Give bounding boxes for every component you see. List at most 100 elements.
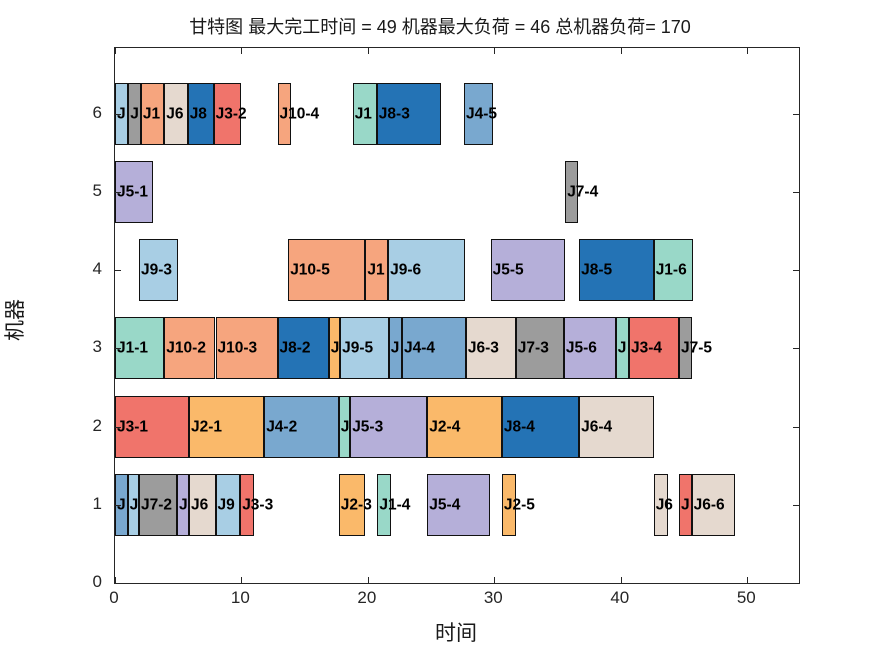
- gantt-bar-j6-m3: J6-3: [465, 317, 516, 380]
- x-tick-mark: [747, 577, 749, 583]
- bar-label: J5-1: [117, 183, 149, 201]
- x-tick-mark: [241, 577, 243, 583]
- bar-label: J7-3: [517, 339, 549, 357]
- y-tick-mark: [793, 348, 799, 350]
- y-tick-label: 1: [92, 493, 102, 513]
- bar-label: J9-5: [342, 339, 374, 357]
- gantt-bar-j4-m2: J4-2: [264, 395, 339, 458]
- bar-label: J6: [655, 496, 673, 514]
- bar-label: J8: [189, 105, 207, 123]
- x-tick-mark: [620, 577, 622, 583]
- gantt-bar-j4-m6: J4-5: [464, 82, 497, 145]
- x-tick-label: 50: [736, 588, 756, 607]
- gantt-bar-j7-m6: J: [128, 82, 141, 145]
- x-tick-label: 30: [483, 588, 503, 607]
- gantt-bar-j8-m6: J8: [187, 82, 214, 145]
- bar-label: J2-1: [191, 417, 223, 435]
- x-tick-mark: [620, 48, 622, 54]
- y-tick-mark: [793, 113, 799, 115]
- bar-label: J10-2: [166, 339, 206, 357]
- bar-label: J1: [142, 105, 161, 123]
- gantt-bar-j5-m3: J5-6: [563, 317, 616, 380]
- gantt-bar-j10-m6: J10-4: [277, 82, 319, 145]
- gantt-bar-j2-m2: J2-4: [427, 395, 502, 458]
- bar-label: J: [117, 496, 126, 514]
- bar-label: J8-3: [378, 105, 410, 123]
- bar-label: J: [330, 339, 340, 357]
- bar-label: J5-3: [352, 417, 384, 435]
- gantt-bar-j1-m6: J1: [352, 82, 377, 145]
- gantt-bar-j2-m1: J2-5: [501, 473, 535, 536]
- bar-label: J3-3: [242, 496, 274, 514]
- x-tick-label: 0: [109, 588, 119, 607]
- bar-label: J2-4: [429, 417, 461, 435]
- gantt-bar-j1-m3: J1-1: [115, 317, 165, 380]
- gantt-bar-j5-m5: J5-1: [115, 161, 153, 223]
- bar-label: J3-1: [117, 417, 149, 435]
- x-tick-mark: [367, 48, 369, 54]
- x-tick-mark: [367, 577, 369, 583]
- bar-label: J: [117, 105, 126, 123]
- bar-label: J1: [367, 261, 385, 279]
- gantt-bar-j9-m4: J9-3: [139, 239, 179, 302]
- y-tick-mark: [115, 504, 121, 506]
- plot-area: J J J1 J6 J8 J3-2 J10-4 J1 J8-3 J4-5 J5-1 J7-4 J9-3 J…: [114, 47, 800, 584]
- gantt-bar-j4-m3: J: [388, 317, 403, 380]
- y-tick-label: 6: [92, 102, 102, 122]
- gantt-bar-j10-m3: J10-2: [164, 317, 216, 380]
- bar-label: J: [340, 417, 350, 435]
- x-tick-mark: [494, 577, 496, 583]
- gantt-bar-j2-m1: J2-3: [338, 473, 372, 536]
- bar-label: J4-2: [266, 417, 298, 435]
- y-tick-mark: [115, 348, 121, 350]
- bar-label: J: [390, 339, 400, 357]
- bar-label: J3-4: [631, 339, 663, 357]
- gantt-bar-j8-m4: J8-5: [579, 239, 654, 302]
- gantt-bar-j9-m1: J9: [215, 473, 241, 536]
- bar-label: J7-4: [567, 183, 599, 201]
- bar-label: J5-4: [429, 496, 461, 514]
- gantt-bar-j5-m1: J: [177, 473, 189, 536]
- bar-label: J3-2: [215, 105, 247, 123]
- gantt-bar-j6-m6: J6: [164, 82, 188, 145]
- y-tick-mark: [115, 270, 121, 272]
- bar-label: J7-2: [141, 496, 173, 514]
- bar-label: J8-4: [503, 417, 535, 435]
- bar-label: J: [179, 496, 188, 514]
- gantt-bar-j5-m4: J5-5: [490, 239, 566, 302]
- gantt-bar-j1-m4: J1-6: [653, 239, 693, 302]
- gantt-bar-j10-m4: J10-5: [288, 239, 366, 302]
- bar-label: J6-4: [581, 417, 613, 435]
- gantt-bar-j3-m1: J3-3: [240, 473, 273, 536]
- y-tick-mark: [793, 192, 799, 193]
- gantt-bar-j2-m3: J: [328, 317, 341, 380]
- x-tick-mark: [747, 48, 749, 54]
- gantt-bar-j7-m3: J7-5: [679, 317, 712, 380]
- chart-title: 甘特图 最大完工时间 = 49 机器最大负荷 = 46 总机器负荷= 170: [189, 17, 691, 37]
- bar-label: J2-5: [503, 496, 535, 514]
- gantt-bar-j7-m1: J7-2: [139, 473, 177, 536]
- gantt-bar-j6-m2: J6-4: [579, 395, 654, 458]
- y-tick-label: 4: [92, 259, 102, 279]
- gantt-bar-j8-m6: J8-3: [376, 82, 441, 145]
- x-axis-label: 时间: [435, 622, 477, 645]
- y-tick-label: 2: [92, 415, 102, 435]
- gantt-bar-j10-m4: J1: [365, 239, 389, 302]
- bar-label: J9-3: [141, 261, 173, 279]
- x-tick-mark: [494, 48, 496, 54]
- gantt-bar-j1-m2: J: [338, 395, 351, 458]
- x-tick-label: 40: [610, 588, 630, 607]
- bar-label: J6: [166, 105, 184, 123]
- bar-label: J: [130, 105, 139, 123]
- x-tick-mark: [115, 577, 116, 583]
- bar-label: J10-3: [217, 339, 258, 357]
- bar-label: J4-5: [466, 105, 498, 123]
- y-tick-mark: [115, 426, 121, 428]
- gantt-bar-j2-m2: J2-1: [189, 395, 265, 458]
- gantt-bar-j1-m3: J: [615, 317, 629, 380]
- bar-label: J7-5: [681, 339, 713, 357]
- bar-label: J: [681, 496, 690, 514]
- y-tick-mark: [115, 113, 121, 115]
- gantt-bar-j8-m2: J8-4: [501, 395, 579, 458]
